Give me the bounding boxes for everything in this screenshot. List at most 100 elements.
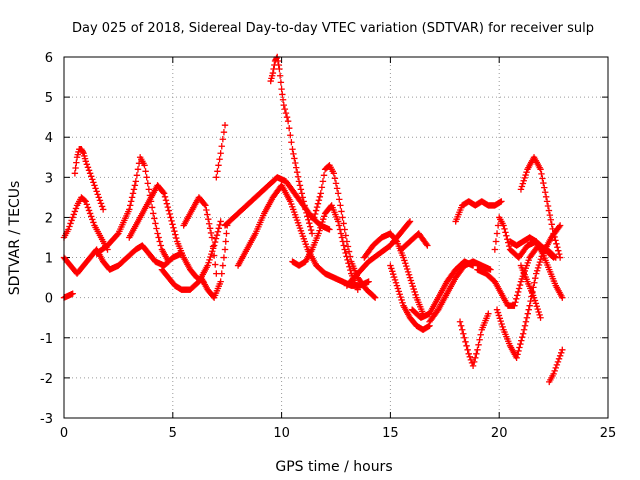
data-point xyxy=(98,203,106,210)
series-sat-track-27 xyxy=(517,154,564,261)
data-point xyxy=(407,277,415,284)
data-point xyxy=(314,200,322,207)
data-point xyxy=(464,346,471,354)
y-tick-label: 3 xyxy=(45,171,53,186)
data-point xyxy=(70,211,77,218)
data-point xyxy=(456,318,464,325)
data-point xyxy=(296,182,304,189)
data-point xyxy=(82,158,89,165)
data-point xyxy=(559,346,566,354)
data-point xyxy=(394,285,402,292)
data-point xyxy=(320,213,328,220)
data-point xyxy=(548,221,555,228)
data-point xyxy=(81,197,88,204)
series-sat-track-29 xyxy=(517,262,544,321)
series-sat-track-8 xyxy=(180,194,220,277)
data-point xyxy=(371,294,379,301)
data-point xyxy=(402,260,409,267)
data-point xyxy=(331,175,339,182)
data-point xyxy=(307,226,315,234)
data-point xyxy=(505,242,513,250)
data-point xyxy=(209,243,217,250)
data-point xyxy=(494,309,502,316)
data-point xyxy=(398,296,405,304)
series-sat-track-18 xyxy=(387,262,433,333)
data-point xyxy=(213,174,220,181)
data-point xyxy=(499,323,506,331)
data-point xyxy=(391,276,399,284)
data-point xyxy=(163,200,171,207)
series-sat-track-30 xyxy=(546,346,566,386)
data-point xyxy=(315,230,322,237)
data-point xyxy=(515,285,523,292)
data-point xyxy=(524,310,531,317)
data-point xyxy=(170,224,177,231)
data-point xyxy=(532,274,539,282)
data-point xyxy=(292,159,299,167)
data-point xyxy=(312,207,320,214)
data-point xyxy=(220,129,228,136)
data-point xyxy=(208,234,216,241)
data-point xyxy=(405,219,413,226)
data-point xyxy=(460,330,467,337)
series-sat-track-9 xyxy=(197,222,231,301)
data-point xyxy=(500,222,507,229)
data-point xyxy=(341,226,348,233)
data-point xyxy=(334,190,342,197)
series-sat-track-15 xyxy=(311,162,379,301)
data-point xyxy=(518,337,525,344)
data-point xyxy=(167,214,174,221)
data-point xyxy=(409,283,416,290)
data-point xyxy=(518,183,526,190)
data-point xyxy=(393,282,401,289)
data-point xyxy=(556,222,564,229)
data-point xyxy=(145,186,153,193)
data-point xyxy=(90,179,97,186)
data-point xyxy=(330,170,338,177)
data-point xyxy=(461,334,468,341)
data-point xyxy=(396,291,403,298)
data-point xyxy=(337,202,344,209)
data-point xyxy=(89,216,96,223)
data-point xyxy=(397,293,404,301)
data-point xyxy=(477,331,484,338)
data-point xyxy=(148,204,156,211)
data-point xyxy=(318,184,326,191)
data-point xyxy=(491,246,499,253)
data-point xyxy=(521,174,528,182)
data-point xyxy=(404,268,412,276)
data-point xyxy=(212,235,220,242)
data-point xyxy=(511,302,518,309)
data-point xyxy=(94,191,101,198)
data-point xyxy=(405,271,413,278)
data-point xyxy=(462,338,469,345)
data-point xyxy=(293,164,300,171)
data-point xyxy=(517,340,524,348)
x-tick-label: 25 xyxy=(600,426,617,441)
data-point xyxy=(544,202,552,210)
data-point xyxy=(554,244,561,251)
data-point xyxy=(470,358,478,366)
data-point xyxy=(476,336,483,343)
data-point xyxy=(288,139,295,146)
data-point xyxy=(67,220,74,227)
data-point xyxy=(532,270,540,277)
data-point xyxy=(302,206,309,213)
data-point xyxy=(522,318,530,325)
x-axis-label: GPS time / hours xyxy=(275,459,392,475)
data-point xyxy=(516,344,523,351)
data-point xyxy=(221,246,229,253)
data-point xyxy=(496,315,504,322)
series-sat-track-7 xyxy=(158,218,224,293)
data-point xyxy=(408,280,416,287)
data-point xyxy=(219,136,227,143)
data-point xyxy=(550,370,557,378)
data-point xyxy=(270,65,277,73)
data-point xyxy=(308,230,316,237)
data-point xyxy=(83,201,91,208)
data-point xyxy=(86,170,94,177)
series-sat-track-13 xyxy=(267,53,316,237)
data-point xyxy=(276,65,283,73)
data-point xyxy=(371,293,378,300)
data-point xyxy=(332,180,340,187)
